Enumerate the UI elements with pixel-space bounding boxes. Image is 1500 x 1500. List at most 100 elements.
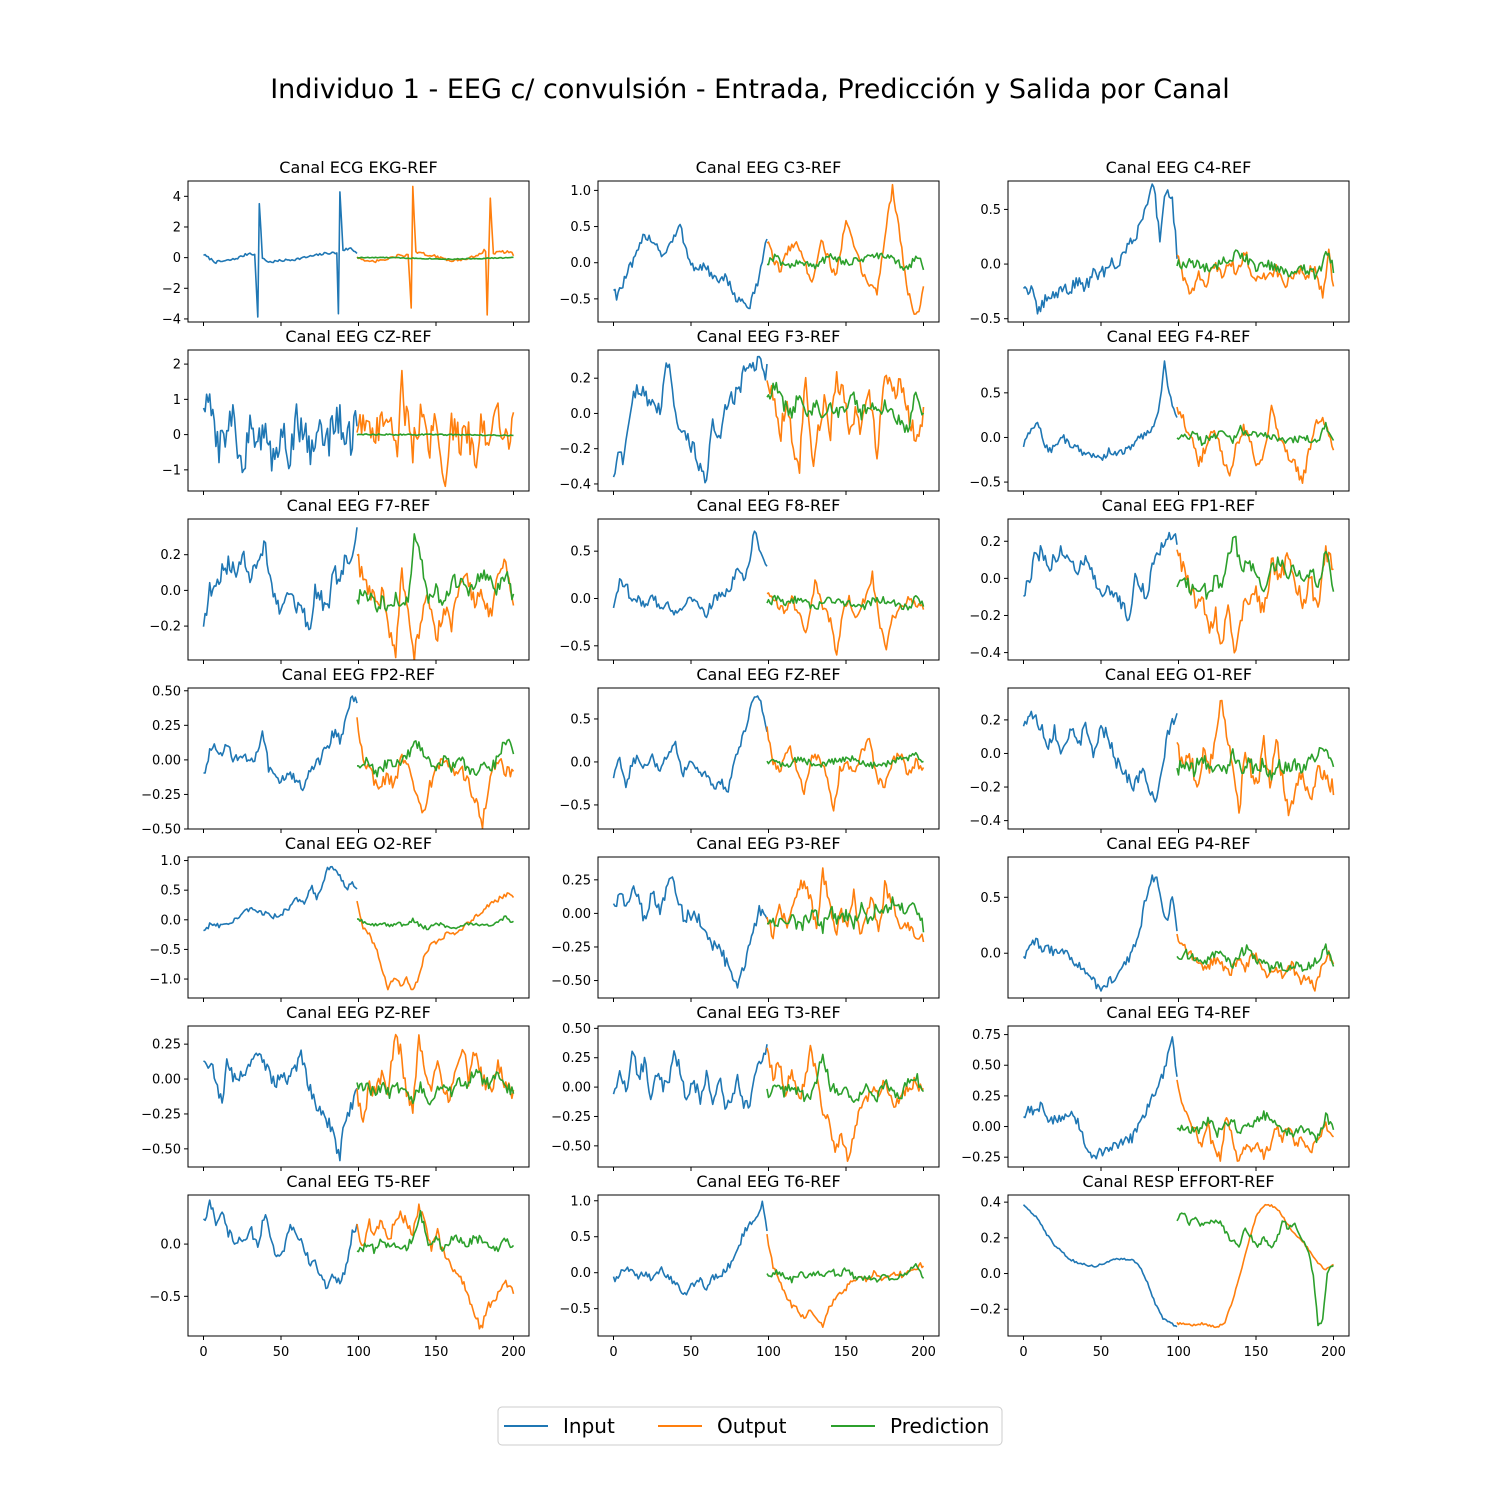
x-tick-label: 100	[1166, 1345, 1191, 1360]
series-line-prediction	[1176, 1212, 1334, 1327]
y-tick-label: 0.50	[972, 1059, 1001, 1074]
y-tick-label: 0.00	[152, 1073, 181, 1088]
series-line-prediction	[766, 896, 925, 935]
series-group	[203, 695, 515, 829]
y-tick-label: 2	[173, 358, 181, 373]
series-line-prediction	[1176, 249, 1335, 280]
subplot-title: Canal EEG T5-REF	[286, 1172, 430, 1191]
legend-frame	[497, 1406, 1003, 1446]
y-tick-label: −0.5	[559, 639, 591, 654]
series-line-prediction	[356, 533, 515, 613]
subplot-canal-resp-effort-ref: Canal RESP EFFORT-REF −0.2 0.0 0.2 0.4 0 50 100…	[969, 1172, 1350, 1360]
y-tick-label: 1.0	[570, 184, 591, 199]
y-tick-label: 0.25	[562, 873, 591, 888]
legend-label-prediction: Prediction	[890, 1414, 989, 1438]
series-group	[1022, 699, 1335, 817]
subplot-canal-ecg-ekg-ref: Canal ECG EKG-REF −4 −2 0 2 4	[162, 158, 530, 327]
y-tick-label: −0.5	[559, 292, 591, 307]
y-tick-label: 0.5	[980, 386, 1001, 401]
x-tick-label: 200	[501, 1345, 526, 1360]
series-line-input	[1023, 1036, 1178, 1160]
series-line-prediction	[1176, 421, 1335, 447]
x-tick-label: 150	[834, 1345, 859, 1360]
y-tick-label: 4	[173, 190, 181, 205]
series-line-prediction	[766, 1053, 925, 1103]
y-tick-label: 0.0	[980, 572, 1001, 587]
series-line-output	[766, 570, 925, 656]
series-line-input	[1022, 710, 1178, 803]
y-tick-label: 0.5	[570, 712, 591, 727]
series-group	[1022, 183, 1335, 315]
y-tick-label: −1	[162, 463, 181, 478]
y-tick-label: 0.5	[570, 1230, 591, 1245]
series-group	[612, 530, 925, 656]
axes-frame	[1007, 687, 1350, 830]
series-line-input	[1022, 874, 1178, 992]
series-line-input	[612, 876, 768, 989]
series-line-output	[356, 1203, 515, 1330]
series-line-prediction	[766, 594, 925, 611]
series-line-prediction	[356, 1210, 515, 1255]
series-line-output	[766, 1044, 925, 1162]
y-tick-label: 1.0	[570, 1194, 591, 1209]
subplot-title: Canal EEG C3-REF	[696, 158, 842, 177]
y-tick-label: −0.2	[559, 442, 591, 457]
subplot-canal-eeg-f8-ref: Canal EEG F8-REF −0.5 0.0 0.5	[559, 496, 940, 664]
axes-frame	[597, 349, 940, 492]
axes-frame	[187, 180, 530, 323]
series-line-input	[612, 355, 768, 484]
y-tick-label: −0.5	[149, 1290, 181, 1305]
subplot-title: Canal EEG O2-REF	[285, 834, 432, 853]
series-line-input	[202, 527, 358, 631]
series-line-output	[356, 892, 515, 991]
y-tick-label: −0.50	[141, 1142, 181, 1157]
y-tick-label: 0.5	[160, 884, 181, 899]
axes-frame	[597, 856, 940, 999]
x-tick-label: 50	[273, 1345, 290, 1360]
y-tick-label: 0.00	[972, 1120, 1001, 1135]
legend-label-output: Output	[717, 1414, 787, 1438]
y-tick-label: 0.0	[570, 1266, 591, 1281]
y-tick-label: −0.4	[559, 477, 591, 492]
series-group	[202, 369, 515, 488]
series-line-prediction	[356, 256, 514, 261]
subplot-canal-eeg-cz-ref: Canal EEG CZ-REF −1 0 1 2	[162, 327, 530, 495]
y-tick-label: 1	[173, 393, 181, 408]
subplot-title: Canal EEG T6-REF	[696, 1172, 840, 1191]
subplot-title: Canal ECG EKG-REF	[279, 158, 437, 177]
series-group	[1022, 360, 1335, 485]
y-tick-label: −0.50	[551, 1139, 591, 1154]
axes-frame	[597, 1194, 940, 1337]
series-group	[612, 695, 925, 812]
y-tick-label: 0.50	[562, 1022, 591, 1037]
y-tick-label: 0.2	[160, 548, 181, 563]
series-line-prediction	[766, 1263, 925, 1284]
series-line-input	[1022, 360, 1178, 462]
subplot-title: Canal EEG C4-REF	[1106, 158, 1252, 177]
subplot-canal-eeg-f4-ref: Canal EEG F4-REF −0.5 0.0 0.5	[969, 327, 1350, 495]
subplot-canal-eeg-f7-ref: Canal EEG F7-REF −0.2 0.0 0.2	[149, 496, 530, 664]
x-tick-label: 200	[911, 1345, 936, 1360]
series-line-output	[356, 1033, 515, 1123]
y-tick-label: 0.25	[972, 1089, 1001, 1104]
subplot-canal-eeg-c3-ref: Canal EEG C3-REF −0.5 0.0 0.5 1.0	[559, 158, 940, 326]
y-tick-label: 0.00	[562, 1081, 591, 1096]
series-line-prediction	[766, 751, 924, 770]
subplot-grid: Canal ECG EKG-REF −4 −2 0 2 4 Canal EEG C3-REF…	[141, 158, 1350, 1360]
y-tick-label: 0.25	[152, 719, 181, 734]
y-tick-label: −0.50	[141, 823, 181, 838]
y-tick-label: −0.5	[559, 798, 591, 813]
axes-frame	[597, 180, 940, 323]
x-tick-label: 150	[1244, 1345, 1269, 1360]
series-line-input	[1023, 531, 1178, 622]
y-tick-label: 1.0	[160, 854, 181, 869]
y-tick-label: −0.25	[141, 788, 181, 803]
series-line-output	[1176, 1079, 1335, 1162]
y-tick-label: −0.5	[149, 943, 181, 958]
series-line-prediction	[356, 915, 514, 931]
series-line-input	[203, 865, 358, 932]
axes-frame	[1007, 180, 1350, 323]
subplot-title: Canal EEG F7-REF	[287, 496, 431, 515]
subplot-canal-eeg-t3-ref: Canal EEG T3-REF −0.50 −0.25 0.00 0.25 0.50	[551, 1003, 940, 1171]
y-tick-label: 0	[173, 428, 181, 443]
